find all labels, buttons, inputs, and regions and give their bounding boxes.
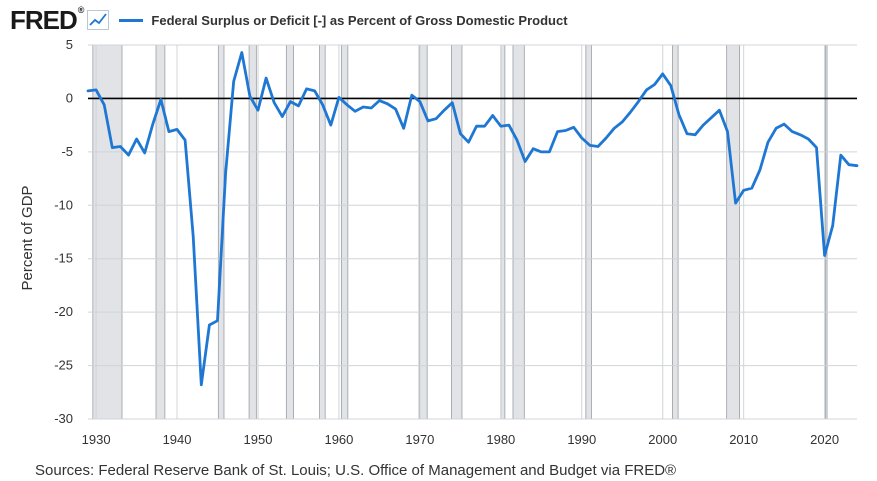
y-tick-label: -5 [61, 144, 73, 159]
y-tick-label: -15 [54, 251, 73, 266]
x-tick-label: 1940 [163, 432, 192, 447]
y-tick-label: 0 [66, 90, 73, 105]
recession-band [825, 44, 828, 420]
x-tick-label: 1960 [324, 432, 353, 447]
series-line [86, 51, 859, 387]
recession-band [92, 44, 123, 420]
legend-swatch [119, 18, 144, 22]
x-tick-label: 2010 [729, 432, 758, 447]
recession-band [726, 44, 741, 420]
x-tick-label: 2000 [648, 432, 677, 447]
y-tick-label: -10 [54, 197, 73, 212]
recession-band [585, 44, 592, 420]
source-note: Sources: Federal Reserve Bank of St. Lou… [35, 462, 677, 479]
y-axis-label: Percent of GDP [19, 185, 36, 290]
recession-band [512, 44, 525, 420]
fred-logo-text: FRED [10, 4, 78, 35]
y-tick-label: -30 [54, 411, 73, 426]
y-tick-label: -20 [54, 304, 73, 319]
gridlines [88, 44, 857, 420]
fred-logo-mark: ® [77, 4, 85, 15]
legend-label: Federal Surplus or Deficit [-] as Percen… [151, 12, 568, 28]
x-tick-label: 1950 [244, 432, 273, 447]
chart-header: FRED® Federal Surplus or Deficit [-] as … [10, 4, 568, 36]
recession-band [451, 44, 463, 420]
y-tick-label: 5 [66, 37, 73, 52]
legend: Federal Surplus or Deficit [-] as Percen… [119, 12, 568, 28]
series-deficit-line [86, 51, 859, 387]
tick-labels: 5 0 -5 -10 -15 -20 -25 -30 1930 1940 1950 1960 1970 1… [54, 37, 839, 447]
x-tick-label: 2020 [810, 432, 839, 447]
y-tick-label: -25 [54, 358, 73, 373]
recession-band [500, 44, 506, 420]
x-tick-label: 1980 [486, 432, 515, 447]
x-tick-label: 1970 [405, 432, 434, 447]
x-tick-label: 1990 [567, 432, 596, 447]
fred-logo[interactable]: FRED® [10, 4, 85, 36]
x-tick-label: 1930 [82, 432, 111, 447]
line-chart-icon [87, 10, 110, 30]
